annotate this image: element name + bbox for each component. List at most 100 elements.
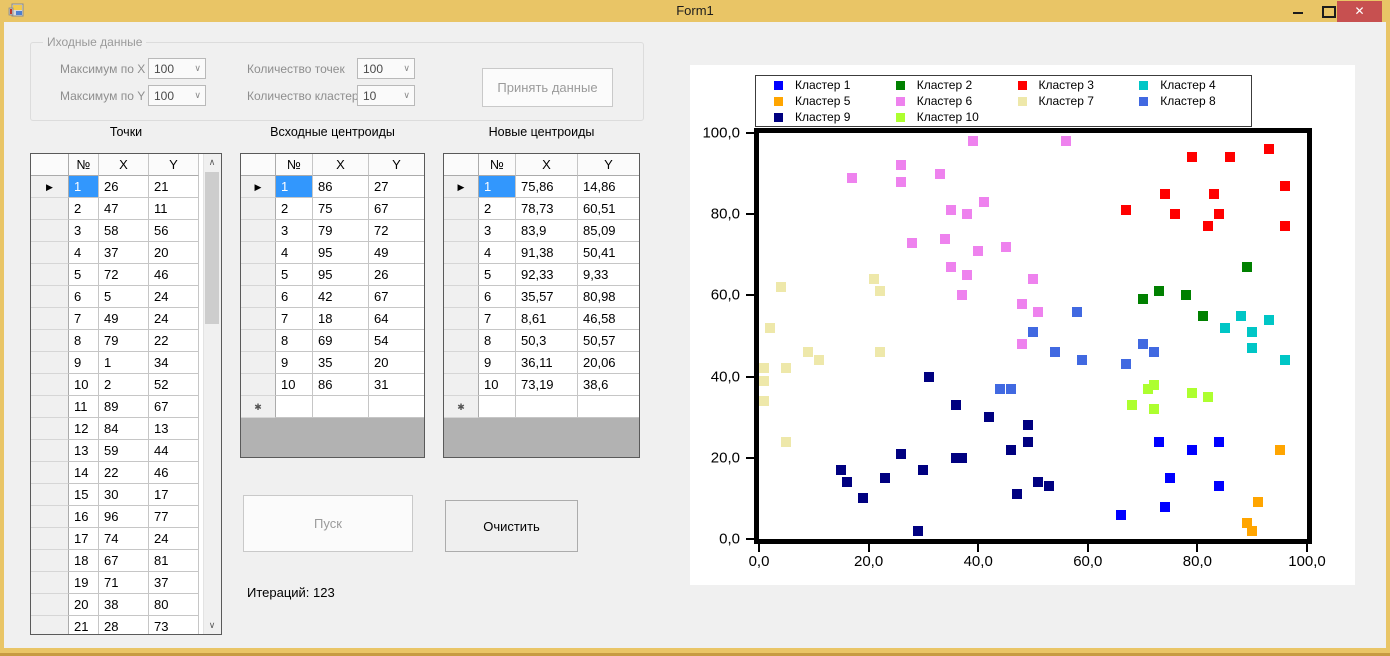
grid-cell[interactable]: 2 [69,198,99,220]
grid-cell[interactable]: 21 [69,616,99,634]
grid-cell[interactable]: 72 [99,264,149,286]
grid-cell[interactable]: 73,19 [516,374,578,396]
grid-cell[interactable]: 71 [99,572,149,594]
grid-row-header[interactable] [31,220,69,242]
grid-cell[interactable]: 38 [99,594,149,616]
grid-cell[interactable]: 26 [369,264,424,286]
titlebar[interactable]: Form1 ✕ [0,0,1390,22]
grid-cell[interactable] [578,396,639,418]
grid-cell[interactable]: 58 [99,220,149,242]
grid-cell[interactable]: 15 [69,484,99,506]
grid-cell[interactable]: 16 [69,506,99,528]
grid-cell[interactable]: 18 [69,550,99,572]
grid-row-header[interactable] [241,220,276,242]
grid-cell[interactable]: 56 [149,220,199,242]
grid-row-header[interactable] [444,220,479,242]
grid-cell[interactable]: 83,9 [516,220,578,242]
grid-row-header[interactable] [241,242,276,264]
grid-row-header[interactable] [31,330,69,352]
minimize-button[interactable] [1284,0,1312,22]
grid-cell[interactable] [276,396,313,418]
grid-row-header[interactable] [31,286,69,308]
grid-cell[interactable]: 95 [313,264,369,286]
grid-cell[interactable]: 2 [99,374,149,396]
grid-cell[interactable]: 9 [276,352,313,374]
grid-cell[interactable]: 31 [369,374,424,396]
grid-row-header[interactable] [31,506,69,528]
grid-row-header[interactable] [444,308,479,330]
grid-row-header[interactable] [31,572,69,594]
grid-row-header[interactable] [241,286,276,308]
grid-cell[interactable]: 4 [69,242,99,264]
grid-cell[interactable]: 79 [313,220,369,242]
grid-cell[interactable]: 11 [149,198,199,220]
grid-row-header[interactable] [241,264,276,286]
grid-row-header[interactable]: ▶ [241,176,276,198]
grid-col-header[interactable]: X [516,154,578,176]
grid-cell[interactable]: 38,6 [578,374,639,396]
grid-row-header[interactable] [241,198,276,220]
grid-cell[interactable]: 81 [149,550,199,572]
grid-cell[interactable]: 3 [69,220,99,242]
grid-cell[interactable]: 50,3 [516,330,578,352]
clear-button[interactable]: Очистить [445,500,578,552]
grid-cell[interactable]: 5 [99,286,149,308]
start-button[interactable]: Пуск [243,495,413,552]
grid-cell[interactable]: 21 [149,176,199,198]
grid-col-header[interactable]: № [276,154,313,176]
grid-cell[interactable]: 24 [149,286,199,308]
grid-cell[interactable]: 2 [479,198,516,220]
grid-cell[interactable]: 24 [149,528,199,550]
grid-cell[interactable]: 67 [149,396,199,418]
grid-row-header[interactable] [444,242,479,264]
grid-cell[interactable]: 84 [99,418,149,440]
grid-cell[interactable]: 49 [99,308,149,330]
grid-row-header[interactable] [31,396,69,418]
grid-cell[interactable]: 30 [99,484,149,506]
grid-cell[interactable]: 1 [69,176,99,198]
grid-cell[interactable]: 92,33 [516,264,578,286]
grid-row-header[interactable] [31,528,69,550]
grid-cell[interactable]: 9,33 [578,264,639,286]
grid-cell[interactable]: 4 [479,242,516,264]
grid-row-header[interactable] [241,330,276,352]
grid-cell[interactable]: 10 [276,374,313,396]
grid-row-header[interactable] [31,440,69,462]
grid-col-header[interactable]: № [479,154,516,176]
grid-cell[interactable]: 5 [69,264,99,286]
grid-cell[interactable]: 37 [99,242,149,264]
grid-row-header[interactable] [31,616,69,634]
grid-cell[interactable]: 4 [276,242,313,264]
grid-cell[interactable]: 1 [276,176,313,198]
grid-row-header[interactable] [241,374,276,396]
grid-cell[interactable]: 10 [69,374,99,396]
grid-cell[interactable]: 85,09 [578,220,639,242]
grid-cell[interactable]: 95 [313,242,369,264]
grid-row-header[interactable] [444,374,479,396]
grid-cell[interactable]: 50,41 [578,242,639,264]
grid-row-header[interactable] [31,550,69,572]
grid-cell[interactable]: 37 [149,572,199,594]
grid-col-header[interactable]: № [69,154,99,176]
grid-cell[interactable]: 2 [276,198,313,220]
grid-row-header[interactable]: ▶ [31,176,69,198]
grid-cell[interactable]: 67 [369,198,424,220]
grid-cell[interactable]: 9 [69,352,99,374]
grid-cell[interactable]: 7 [69,308,99,330]
grid-cell[interactable]: 20 [69,594,99,616]
grid-row-header[interactable] [31,264,69,286]
grid-cell[interactable]: 22 [149,330,199,352]
max-x-combobox[interactable]: 100 ∨ [148,58,206,79]
grid-row-header[interactable] [31,374,69,396]
grid-row-header[interactable] [31,198,69,220]
grid-cell[interactable] [369,396,424,418]
grid-cell[interactable]: 20,06 [578,352,639,374]
grid-cell[interactable]: 86 [313,374,369,396]
grid-col-header[interactable]: Y [369,154,424,176]
grid-row-header[interactable] [444,330,479,352]
grid-cell[interactable]: 35,57 [516,286,578,308]
grid-cell[interactable]: 13 [149,418,199,440]
grid-col-header[interactable]: X [313,154,369,176]
grid-cell[interactable]: 6 [69,286,99,308]
grid-cell[interactable]: 6 [479,286,516,308]
